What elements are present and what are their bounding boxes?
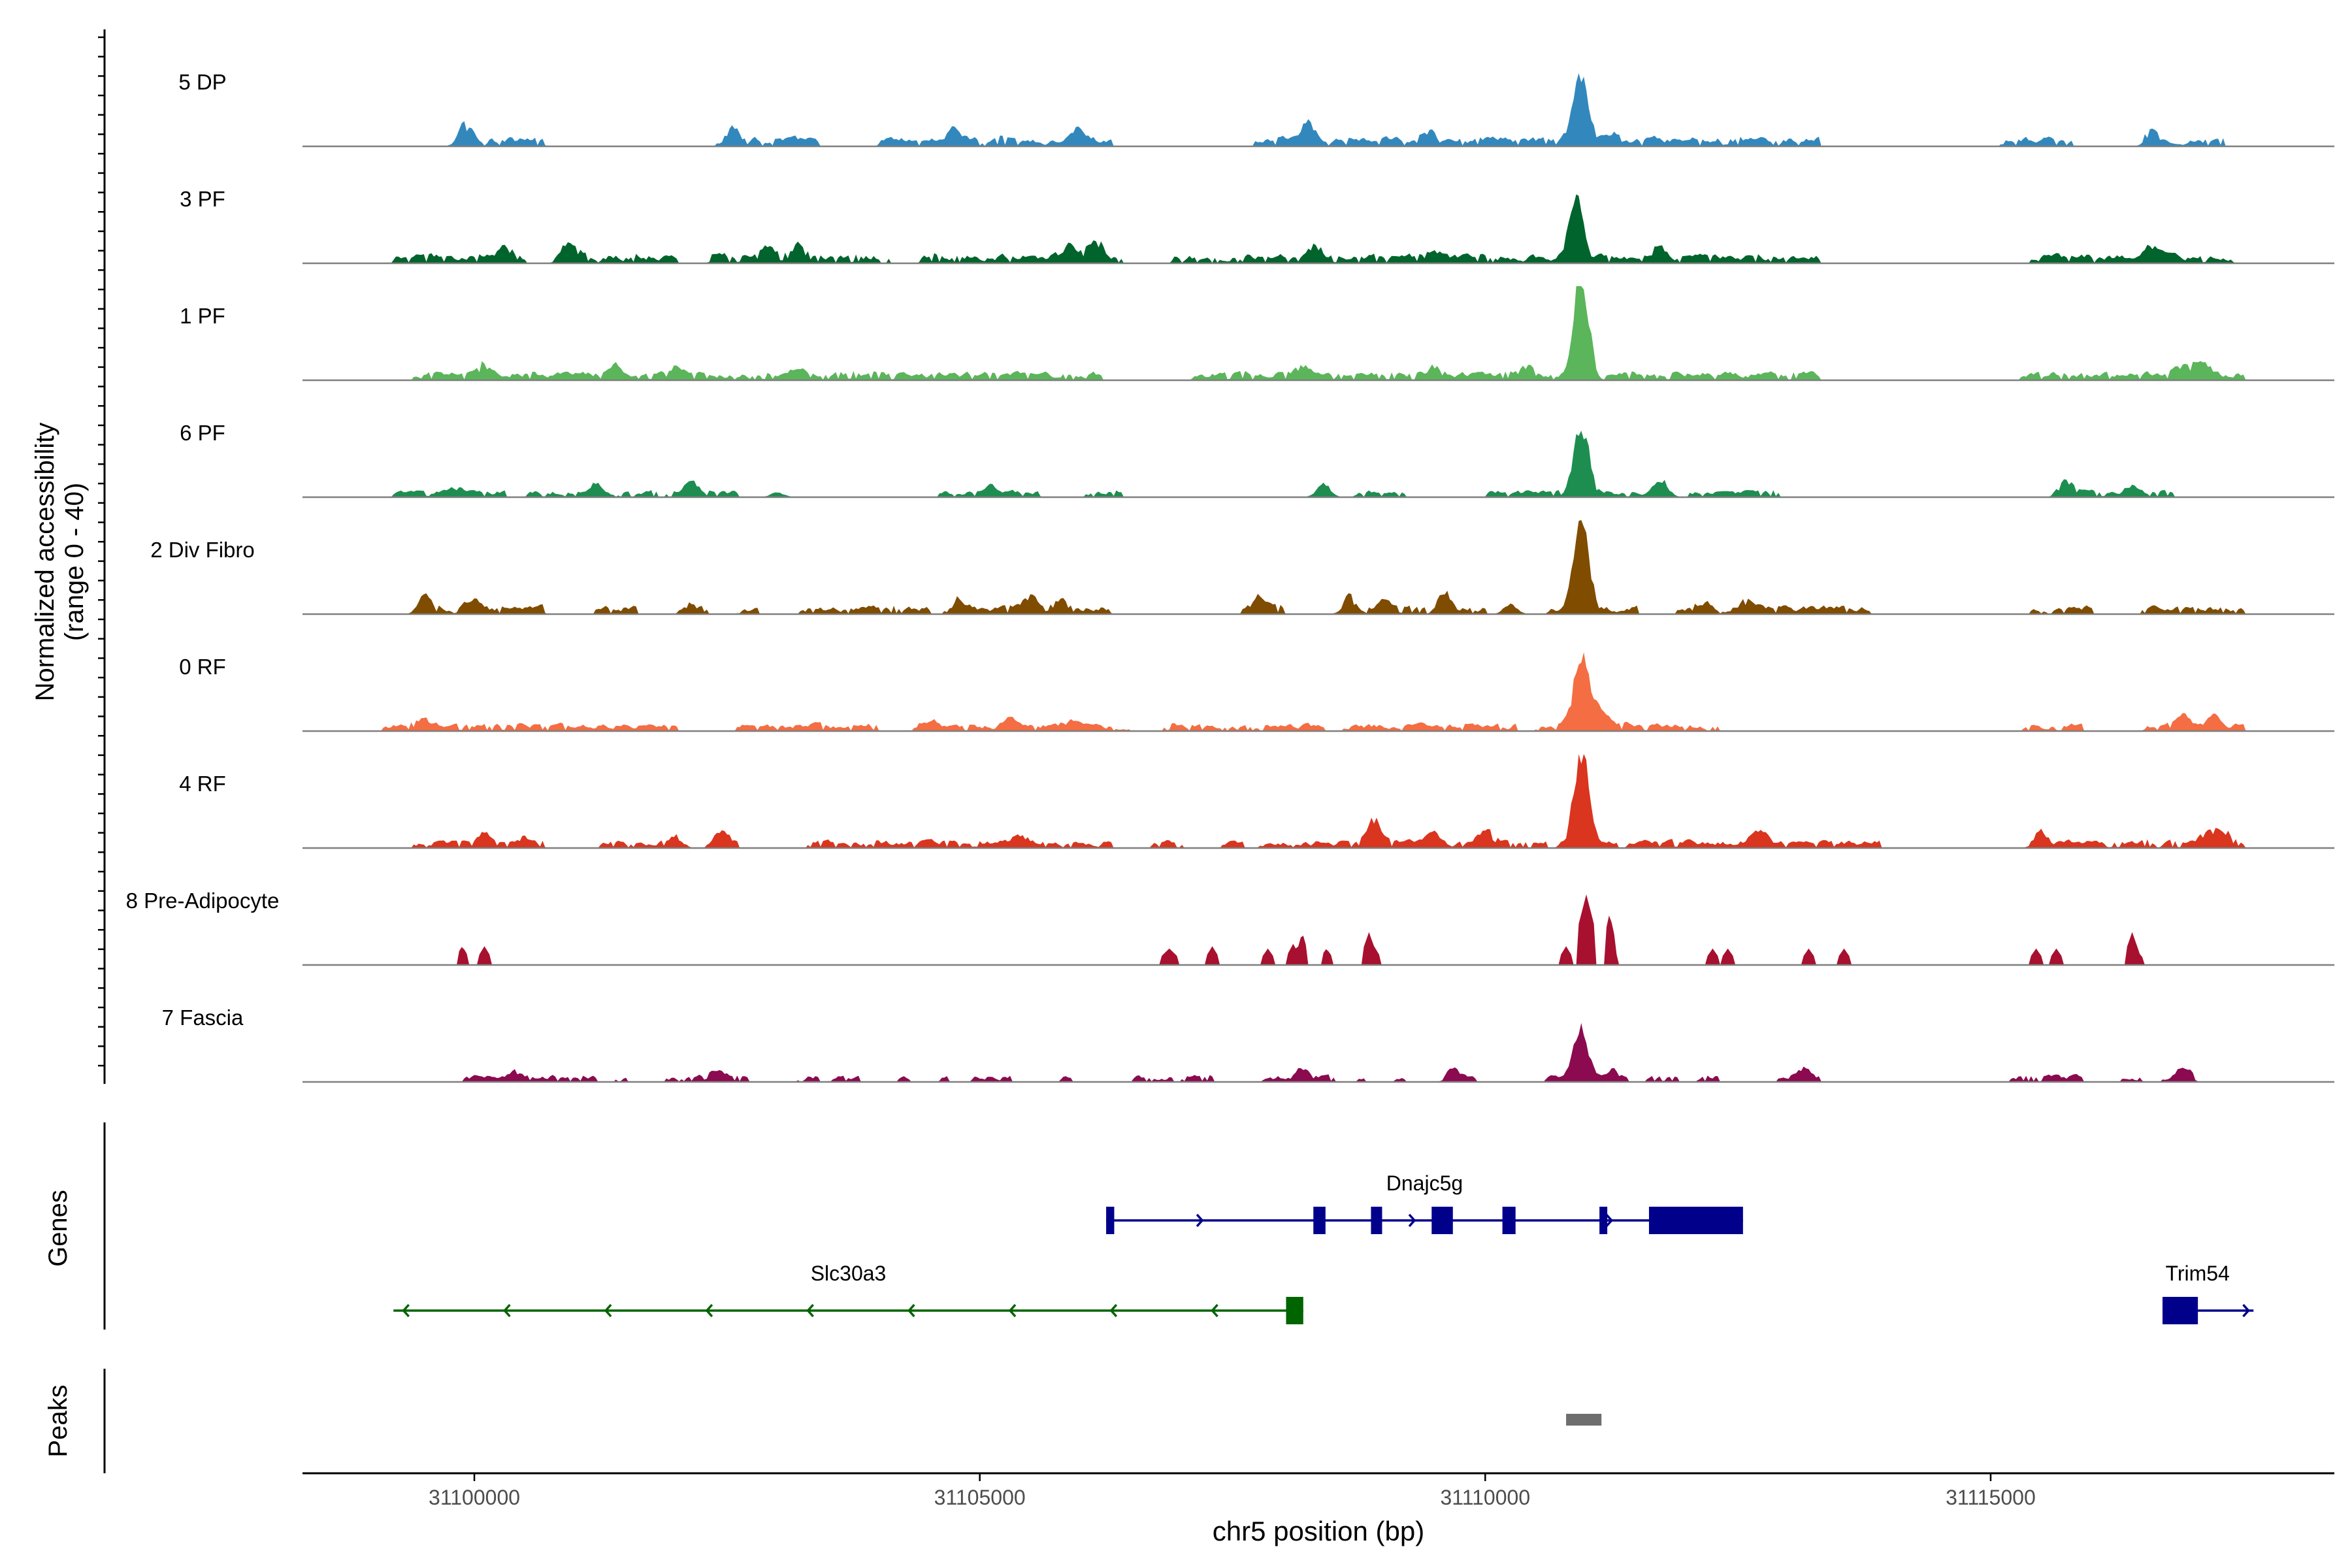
strand-arrow [705, 1303, 713, 1318]
strand-arrow [503, 1303, 511, 1318]
strand-arrow [1109, 1303, 1118, 1318]
gene-label: Trim54 [2165, 1262, 2229, 1285]
track-label: 4 RF [179, 772, 226, 796]
track-label: 3 PF [180, 187, 225, 211]
y-axis-title-line2: (range 0 - 40) [60, 483, 89, 641]
coverage-area [302, 286, 2334, 380]
track-label: 0 RF [179, 655, 226, 679]
strand-arrow [1211, 1303, 1218, 1318]
gene-exon [1599, 1207, 1608, 1234]
track-label: 8 Pre-Adipocyte [126, 889, 280, 913]
gene-annotation-track: Dnajc5g Slc30a3 Trim54 [103, 1122, 2254, 1330]
track-0-rf: 0 RF [179, 652, 2334, 732]
strand-arrow [604, 1303, 612, 1318]
strand-arrow [1408, 1213, 1416, 1228]
strand-arrow [2242, 1303, 2250, 1318]
peak-region [1566, 1414, 1602, 1426]
track-6-pf: 6 PF [180, 421, 2334, 498]
gene-exon [1502, 1207, 1516, 1234]
track-3-pf: 3 PF [180, 187, 2334, 265]
track-label: 1 PF [180, 304, 225, 328]
gene-dnajc5g: Dnajc5g [1106, 1171, 1743, 1234]
peaks-track [103, 1369, 1602, 1473]
x-tick-label: 31100000 [429, 1486, 520, 1509]
gene-exon [1648, 1207, 1743, 1234]
coverage-area [302, 652, 2334, 731]
gene-label: Slc30a3 [811, 1262, 887, 1285]
x-tick-label: 31115000 [1946, 1486, 2036, 1509]
strand-arrow [1196, 1213, 1204, 1228]
x-tick-label: 31110000 [1440, 1486, 1530, 1509]
track-8-pre-adipocyte: 8 Pre-Adipocyte [126, 889, 2334, 966]
genes-track-label: Genes [44, 1190, 73, 1267]
track-5-dp: 5 DP [178, 70, 2334, 148]
track-label: 5 DP [178, 70, 226, 94]
strand-arrow [1008, 1303, 1017, 1318]
gene-exon [1106, 1207, 1115, 1234]
track-4-rf: 4 RF [179, 754, 2334, 849]
gene-exon [1371, 1207, 1382, 1234]
axes: Normalized accessibility (range 0 - 40) … [31, 29, 2334, 1546]
gene-exon [1431, 1207, 1453, 1234]
track-label: 7 Fascia [162, 1005, 244, 1030]
gene-exon [1313, 1207, 1326, 1234]
gene-slc30a3: Slc30a3 [393, 1262, 1303, 1324]
x-tick-label: 31105000 [934, 1486, 1026, 1509]
coverage-area [302, 73, 2334, 146]
track-1-pf: 1 PF [180, 286, 2334, 382]
gene-label: Dnajc5g [1386, 1171, 1463, 1195]
y-axis-title-line1: Normalized accessibility [31, 423, 59, 702]
peaks-track-label: Peaks [44, 1384, 73, 1457]
coverage-area [302, 894, 2334, 965]
strand-arrow [806, 1303, 814, 1318]
coverage-area [302, 520, 2334, 614]
gene-exon [2162, 1297, 2198, 1324]
coverage-area [302, 754, 2334, 848]
strand-arrow [1605, 1213, 1614, 1228]
track-7-fascia: 7 Fascia [162, 1005, 2334, 1083]
strand-arrow [402, 1303, 410, 1318]
gene-exon [1286, 1297, 1303, 1324]
gene-trim54: Trim54 [2162, 1262, 2254, 1324]
strand-arrow [907, 1303, 915, 1318]
coverage-area [302, 431, 2334, 497]
track-2-div-fibro: 2 Div Fibro [150, 520, 2334, 615]
x-axis-title: chr5 position (bp) [1213, 1516, 1425, 1546]
coverage-tracks: 5 DP 3 PF 1 PF 6 PF 2 Div Fibro 0 RF 4 RF 8 Pre… [126, 70, 2334, 1083]
coverage-area [302, 194, 2334, 263]
coverage-area [302, 1022, 2334, 1082]
track-label: 6 PF [180, 421, 225, 445]
track-label: 2 Div Fibro [150, 538, 255, 562]
